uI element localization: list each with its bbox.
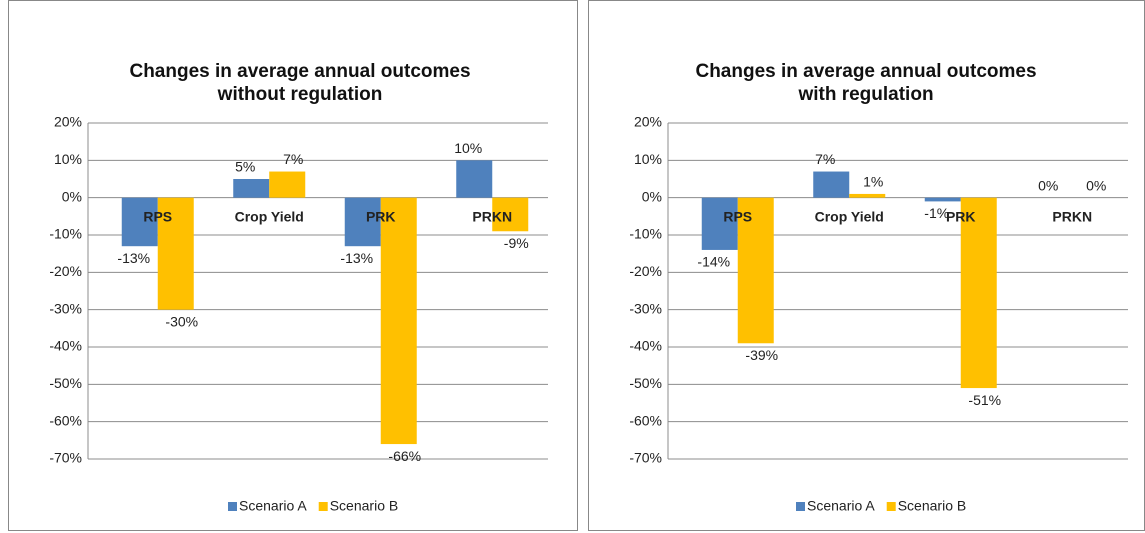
legend-swatch <box>318 502 328 511</box>
value-label: -1% <box>924 205 949 221</box>
y-tick-label: -50% <box>629 375 662 391</box>
bar <box>269 171 306 198</box>
category-label: RPS <box>723 208 752 224</box>
y-tick-label: -70% <box>49 450 82 466</box>
chart-panel <box>8 0 578 531</box>
value-label: -14% <box>697 254 730 270</box>
y-tick-label: 20% <box>54 114 82 130</box>
category-label: PRK <box>366 208 396 224</box>
legend-swatch <box>886 502 896 511</box>
value-label: 7% <box>283 151 303 167</box>
y-tick-label: -20% <box>629 263 662 279</box>
category-label: PRKN <box>1052 208 1092 224</box>
category-label: PRKN <box>472 208 512 224</box>
legend-label: Scenario B <box>898 498 966 514</box>
value-label: 0% <box>1086 177 1106 193</box>
legend-swatch <box>796 502 805 511</box>
bar <box>121 197 158 247</box>
bar <box>157 197 194 310</box>
y-tick-label: -10% <box>629 226 662 242</box>
value-label: -30% <box>165 313 198 329</box>
category-label: PRK <box>946 208 976 224</box>
category-label: Crop Yield <box>815 208 884 224</box>
category-label: RPS <box>143 208 172 224</box>
y-tick-label: -40% <box>629 338 662 354</box>
y-tick-label: -50% <box>49 375 82 391</box>
value-label: -9% <box>504 235 529 251</box>
chart-panel <box>588 0 1145 531</box>
bar <box>344 197 381 247</box>
bar <box>737 197 774 344</box>
bar <box>849 193 886 198</box>
y-tick-label: -60% <box>629 412 662 428</box>
legend-label: Scenario A <box>807 498 875 514</box>
y-tick-label: -60% <box>49 412 82 428</box>
y-tick-label: 10% <box>634 151 662 167</box>
y-tick-label: -30% <box>629 300 662 316</box>
bar <box>701 197 738 250</box>
bar <box>492 197 529 232</box>
bar <box>456 160 493 198</box>
value-label: 1% <box>863 174 883 190</box>
value-label: 7% <box>815 151 835 167</box>
value-label: -51% <box>968 392 1001 408</box>
y-tick-label: 10% <box>54 151 82 167</box>
legend-label: Scenario A <box>239 498 307 514</box>
legend-swatch <box>228 502 237 511</box>
value-label: 10% <box>454 140 482 156</box>
bar <box>813 171 850 198</box>
y-tick-label: 0% <box>642 188 662 204</box>
category-label: Crop Yield <box>235 208 304 224</box>
bar <box>380 197 417 445</box>
legend-label: Scenario B <box>330 498 398 514</box>
value-label: -39% <box>745 347 778 363</box>
bar <box>233 179 270 198</box>
value-label: 5% <box>235 159 255 175</box>
y-tick-label: -30% <box>49 300 82 316</box>
y-tick-label: 0% <box>62 188 82 204</box>
value-label: -13% <box>117 250 150 266</box>
y-tick-label: -70% <box>629 450 662 466</box>
y-tick-label: 20% <box>634 114 662 130</box>
value-label: -13% <box>340 250 373 266</box>
y-tick-label: -40% <box>49 338 82 354</box>
bar <box>924 197 961 202</box>
chart-title: Changes in average annual outcomes witho… <box>129 61 471 105</box>
y-tick-label: -20% <box>49 263 82 279</box>
bar <box>960 197 997 389</box>
value-label: 0% <box>1038 177 1058 193</box>
y-tick-label: -10% <box>49 226 82 242</box>
chart-title: Changes in average annual outcomes with … <box>695 61 1037 105</box>
value-label: -66% <box>388 448 421 464</box>
